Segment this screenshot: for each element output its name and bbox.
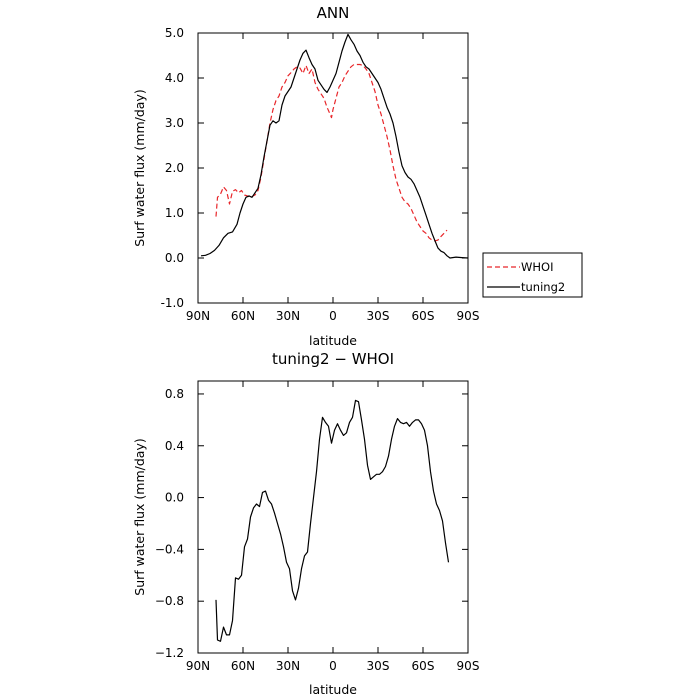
legend-box	[482, 252, 583, 298]
x-tick-label: 0	[329, 309, 337, 323]
chart-title: ANN	[317, 4, 350, 22]
plot-frame	[197, 32, 469, 304]
y-axis-label: Surf water flux (mm/day)	[132, 89, 147, 246]
plot-frame	[197, 380, 469, 654]
y-tick-label: −0.4	[155, 542, 184, 556]
legend-label-whoi: WHOI	[521, 260, 553, 274]
panel-difference: tuning2 − WHOI 90N 60N 30N 0 30S 60S 90S −1.2 −0…	[132, 350, 479, 697]
legend: WHOI tuning2	[482, 252, 583, 298]
x-tick-label: 60S	[412, 309, 435, 323]
y-tick-label: 0.0	[165, 491, 184, 505]
y-tick-label: 3.0	[165, 116, 184, 130]
y-tick-label: -1.0	[161, 296, 184, 310]
plot-area: 90N 60N 30N 0 30S 60S 90S −1.2 −0.8 −0.4 0.0 0.4 0.8	[155, 381, 480, 673]
x-tick-label: 30S	[367, 309, 390, 323]
x-axis-label: latitude	[309, 682, 357, 697]
y-tick-label: −1.2	[155, 646, 184, 660]
x-tick-label: 0	[329, 659, 337, 673]
y-tick-label: 5.0	[165, 26, 184, 40]
x-tick-label: 30N	[276, 659, 300, 673]
x-axis-label: latitude	[309, 333, 357, 348]
plot-area: 90N 60N 30N 0 30S 60S 90S -1.0 0.0 1.0 2.0 3.0 4.0 5.…	[161, 26, 480, 323]
y-tick-label: 4.0	[165, 71, 184, 85]
x-tick-label: 90N	[186, 659, 210, 673]
x-tick-label: 60S	[412, 659, 435, 673]
legend-label-tuning2: tuning2	[521, 280, 565, 294]
series-line-tuning2	[200, 33, 469, 259]
y-tick-label: 0.4	[165, 439, 184, 453]
x-tick-label: 90N	[186, 309, 210, 323]
x-tick-label: 30N	[276, 309, 300, 323]
series-line-difference	[215, 399, 450, 642]
y-axis-label: Surf water flux (mm/day)	[132, 438, 147, 595]
y-tick-label: 0.8	[165, 387, 184, 401]
x-tick-label: 30S	[367, 659, 390, 673]
y-tick-label: 1.0	[165, 206, 184, 220]
series-line-whoi	[215, 63, 448, 242]
x-tick-label: 90S	[457, 659, 480, 673]
chart-title: tuning2 − WHOI	[272, 350, 394, 368]
panel-annual-mean: ANN 90N 60N 30N 0 30S 60S 90S -1.0 0.0 1.0 2.0 3.0 4…	[132, 4, 479, 348]
y-tick-label: 2.0	[165, 161, 184, 175]
y-tick-label: −0.8	[155, 594, 184, 608]
x-tick-label: 60N	[231, 309, 255, 323]
x-tick-label: 60N	[231, 659, 255, 673]
y-tick-label: 0.0	[165, 251, 184, 265]
x-tick-label: 90S	[457, 309, 480, 323]
